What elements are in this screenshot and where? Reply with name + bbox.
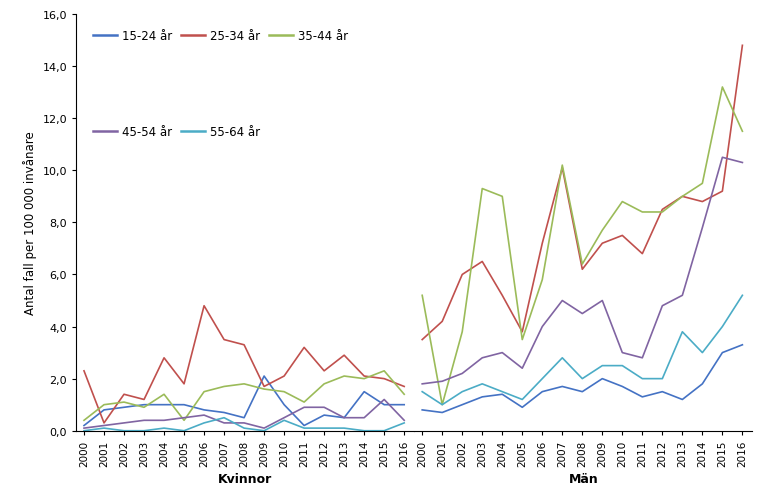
Y-axis label: Antal fall per 100 000 invånare: Antal fall per 100 000 invånare bbox=[23, 131, 36, 315]
X-axis label: Kvinnor: Kvinnor bbox=[218, 472, 272, 484]
Legend: 45-54 år, 55-64 år: 45-54 år, 55-64 år bbox=[89, 121, 264, 143]
X-axis label: Män: Män bbox=[568, 472, 598, 484]
